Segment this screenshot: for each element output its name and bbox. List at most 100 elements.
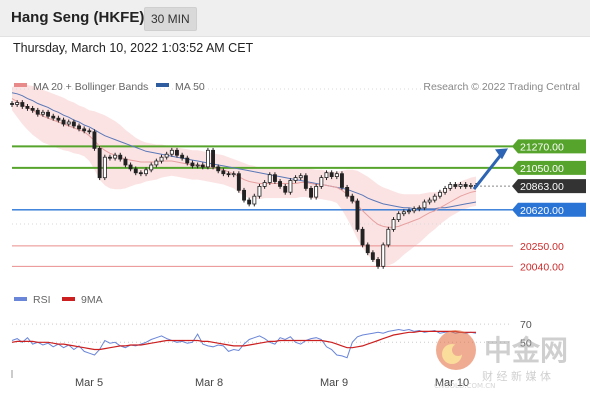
candle-body bbox=[231, 173, 236, 176]
candle-body bbox=[200, 164, 205, 168]
candle-body bbox=[422, 201, 427, 209]
candle-body bbox=[15, 102, 20, 105]
candle-body bbox=[149, 164, 154, 171]
candle-body bbox=[82, 128, 87, 132]
candle-body bbox=[159, 156, 164, 162]
price-levels bbox=[12, 145, 513, 267]
rsi-ma9-line bbox=[11, 330, 476, 351]
legend-swatch bbox=[156, 83, 169, 87]
candle-body bbox=[303, 175, 308, 189]
candle-body bbox=[293, 177, 298, 181]
level-label-tag bbox=[512, 179, 586, 194]
candle-body bbox=[463, 184, 468, 187]
level-label: 20620.00 bbox=[520, 205, 564, 217]
timestamp: Thursday, March 10, 2022 1:03:52 AM CET bbox=[13, 41, 254, 55]
cngold-watermark: 中金网 财 经 新 媒 体 CNGOLD.COM.CN bbox=[434, 330, 568, 390]
forecast-arrow-shaft bbox=[472, 152, 504, 191]
candle-body bbox=[396, 213, 401, 220]
candle-body bbox=[453, 184, 458, 187]
moving-averages bbox=[11, 92, 477, 228]
candle-body bbox=[350, 195, 355, 202]
watermark-subtext: 财 经 新 媒 体 bbox=[482, 369, 551, 383]
candle-body bbox=[133, 168, 138, 174]
candle-body bbox=[30, 108, 35, 111]
credit-text: Research © 2022 Trading Central bbox=[423, 81, 580, 93]
candle-body bbox=[102, 156, 107, 179]
candle-body bbox=[138, 172, 143, 175]
candle-body bbox=[51, 115, 56, 119]
candle-body bbox=[236, 173, 241, 191]
candle-body bbox=[386, 228, 391, 246]
candle-body bbox=[365, 244, 370, 254]
candle-body bbox=[77, 125, 81, 130]
candle-body bbox=[242, 189, 246, 201]
level-label: 20250.00 bbox=[520, 241, 564, 253]
candle-body bbox=[154, 160, 159, 166]
candle-body bbox=[345, 187, 350, 197]
candle-body bbox=[97, 148, 102, 179]
main-legend: MA 20 + Bollinger Bands MA 50 Research © 2… bbox=[14, 81, 580, 93]
candle-body bbox=[298, 175, 303, 179]
level-label: 21270.00 bbox=[520, 141, 564, 153]
candle-body bbox=[66, 121, 71, 125]
interval-button[interactable]: 30 MIN bbox=[144, 7, 197, 31]
candle-body bbox=[324, 172, 329, 178]
candle-body bbox=[211, 149, 215, 168]
candle-body bbox=[123, 158, 128, 166]
level-label: 20863.00 bbox=[520, 181, 564, 193]
rsi-legend-label: RSI bbox=[33, 294, 51, 306]
candle-body bbox=[427, 199, 432, 203]
forecast-arrow-head bbox=[495, 148, 508, 160]
candle-body bbox=[10, 103, 14, 105]
candle-body bbox=[164, 153, 169, 158]
candle-body bbox=[401, 211, 406, 215]
chart-header: Hang Seng (HKFE) 30 MIN bbox=[0, 0, 590, 37]
legend-label: MA 20 + Bollinger Bands bbox=[33, 81, 148, 93]
candle-body bbox=[144, 169, 148, 175]
rsi-legend-label: 9MA bbox=[81, 294, 103, 306]
candle-body bbox=[458, 184, 463, 187]
price-chart: 21270.00 21050.00 20863.00 20620.00 20250.00… bbox=[10, 81, 586, 389]
candle-body bbox=[272, 174, 277, 182]
candle-body bbox=[108, 156, 112, 159]
candle-body bbox=[417, 207, 422, 210]
candle-body bbox=[190, 162, 195, 167]
x-axis: Mar 5 Mar 8 Mar 9 Mar 10 bbox=[11, 370, 469, 389]
level-label-tag bbox=[512, 202, 586, 217]
rsi-line bbox=[11, 328, 477, 359]
candle-body bbox=[437, 191, 442, 197]
candle-body bbox=[288, 180, 293, 193]
candle-body bbox=[20, 102, 25, 107]
candle-body bbox=[252, 195, 257, 205]
candle-body bbox=[360, 228, 365, 246]
candle-body bbox=[113, 154, 118, 159]
candles bbox=[10, 100, 478, 269]
legend-label: MA 50 bbox=[175, 81, 205, 93]
x-tick-label: Mar 8 bbox=[195, 377, 223, 389]
rsi-legend-swatch bbox=[14, 297, 27, 301]
candle-body bbox=[61, 119, 66, 125]
candle-body bbox=[319, 177, 324, 187]
candle-body bbox=[221, 170, 226, 175]
candle-body bbox=[35, 109, 40, 115]
candle-body bbox=[25, 106, 30, 109]
candle-body bbox=[370, 252, 375, 260]
rsi-legend-swatch bbox=[62, 297, 75, 301]
forecast-arrow bbox=[472, 148, 508, 191]
candle-body bbox=[226, 173, 231, 176]
candle-body bbox=[41, 111, 45, 115]
candle-body bbox=[262, 182, 267, 187]
candle-body bbox=[309, 187, 313, 198]
candle-body bbox=[92, 131, 97, 149]
watermark-url: CNGOLD.COM.CN bbox=[434, 382, 495, 390]
candle-body bbox=[381, 244, 386, 267]
candle-body bbox=[46, 111, 50, 117]
candle-body bbox=[216, 166, 221, 172]
candle-body bbox=[174, 149, 179, 156]
candle-body bbox=[334, 173, 339, 177]
candle-body bbox=[355, 200, 360, 230]
candle-body bbox=[71, 121, 76, 127]
rsi-tick-label: 70 bbox=[520, 319, 532, 331]
instrument-title: Hang Seng (HKFE) bbox=[11, 9, 145, 26]
candle-body bbox=[56, 117, 61, 121]
